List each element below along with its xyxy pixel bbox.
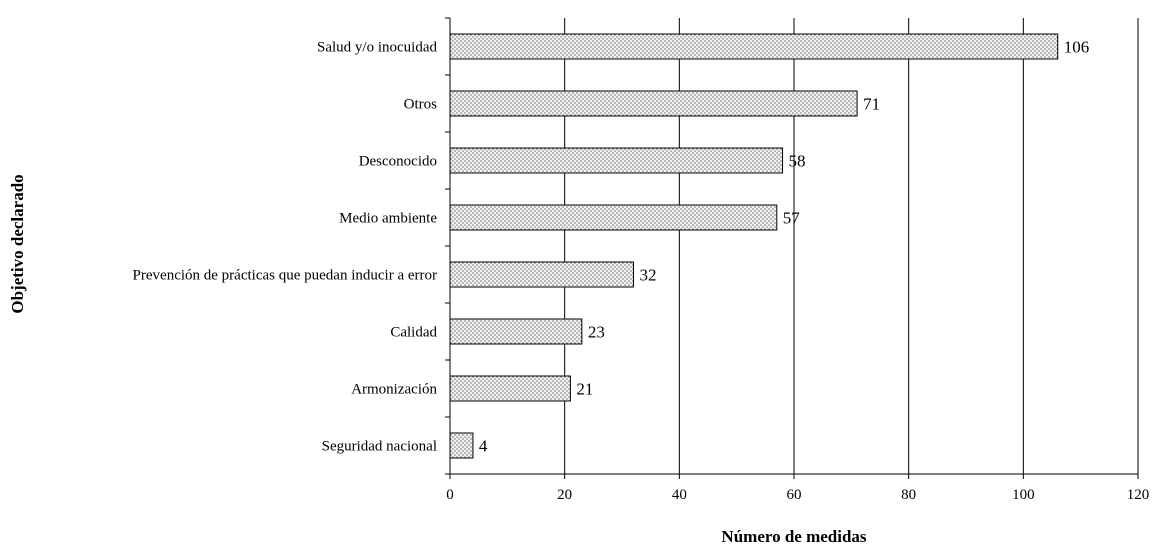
x-tick-label: 0: [446, 487, 454, 503]
x-axis-title: Número de medidas: [721, 527, 867, 546]
x-tick-label: 80: [901, 487, 916, 503]
bar: [449, 147, 784, 174]
value-label: 23: [588, 323, 605, 342]
category-label: Otros: [404, 97, 437, 113]
axes: 0 20 40 60 80 100 120 Salud y/o inocuidad 106 Otr…: [133, 17, 1150, 503]
category-label: Medio ambiente: [339, 211, 437, 227]
bar: [449, 33, 1059, 60]
value-label: 4: [479, 437, 488, 456]
bar: [449, 90, 858, 117]
value-label: 21: [576, 380, 593, 399]
category-label: Salud y/o inocuidad: [317, 40, 437, 56]
value-label: 58: [789, 152, 806, 171]
value-label: 32: [639, 266, 656, 285]
value-label: 57: [783, 209, 801, 228]
category-label: Armonización: [351, 382, 437, 398]
category-label: Desconocido: [359, 154, 437, 170]
bar: [449, 204, 778, 231]
value-label: 106: [1064, 38, 1090, 57]
category-label: Prevención de prácticas que puedan induc…: [133, 268, 437, 284]
x-tick-label: 120: [1127, 487, 1150, 503]
x-tick-label: 60: [787, 487, 802, 503]
gridlines: [564, 18, 1139, 474]
x-tick-label: 40: [672, 487, 687, 503]
bar: [449, 432, 474, 459]
category-label: Seguridad nacional: [322, 439, 437, 455]
bar: [449, 318, 583, 345]
category-label: Calidad: [390, 325, 437, 341]
x-tick-label: 20: [557, 487, 572, 503]
bar: [449, 261, 634, 288]
value-label: 71: [863, 95, 880, 114]
y-axis-title: Objetivo declarado: [8, 174, 27, 313]
bar: [449, 375, 571, 402]
bars: [449, 33, 1059, 459]
x-tick-label: 100: [1012, 487, 1035, 503]
